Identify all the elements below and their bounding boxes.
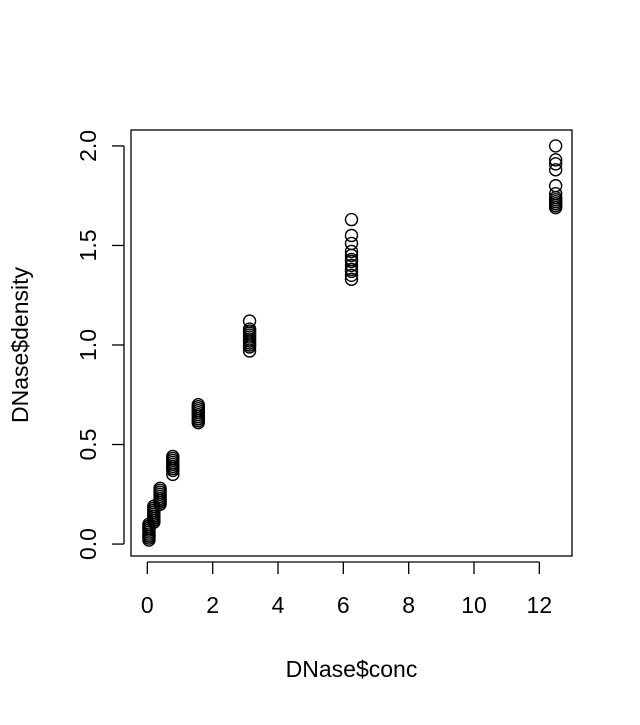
data-point <box>147 509 161 523</box>
data-point <box>344 228 359 243</box>
x-axis-label: DNase$conc <box>286 656 418 682</box>
data-point <box>344 258 359 273</box>
data-point <box>548 139 563 153</box>
x-tick-label: 10 <box>461 592 487 618</box>
data-point <box>153 493 167 507</box>
data-point <box>344 252 359 267</box>
plot-frame <box>130 129 573 557</box>
data-point <box>548 179 563 193</box>
data-point <box>142 529 156 543</box>
data-point <box>344 272 359 286</box>
y-tick-label: 0.0 <box>75 528 101 560</box>
data-point <box>548 153 563 167</box>
data-points <box>142 139 563 547</box>
data-point <box>548 187 563 201</box>
data-point <box>242 322 257 336</box>
data-point <box>344 268 359 283</box>
y-tick-label: 0.5 <box>75 429 101 461</box>
y-axis: 0.0 0.5 1.0 1.5 2.0 <box>75 130 125 560</box>
y-axis-label: DNase$density <box>7 267 33 423</box>
data-point <box>242 314 257 328</box>
x-tick-label: 2 <box>206 592 219 618</box>
data-point <box>548 157 563 171</box>
x-tick-label: 0 <box>141 592 154 618</box>
x-tick-label: 12 <box>527 592 553 618</box>
data-point <box>344 236 359 251</box>
data-point <box>191 411 205 426</box>
data-point <box>344 212 359 227</box>
x-tick-label: 8 <box>402 592 415 618</box>
x-axis: 0 2 4 6 8 10 12 <box>141 561 553 618</box>
data-point <box>548 163 563 177</box>
y-tick-label: 1.5 <box>75 229 101 261</box>
data-point <box>191 398 205 412</box>
data-point <box>344 244 359 259</box>
data-point <box>344 262 359 277</box>
y-tick-label: 1.0 <box>75 329 101 361</box>
x-tick-label: 6 <box>337 592 350 618</box>
y-tick-label: 2.0 <box>75 130 101 162</box>
data-point <box>166 461 180 476</box>
x-tick-label: 4 <box>272 592 285 618</box>
data-point <box>147 513 161 527</box>
